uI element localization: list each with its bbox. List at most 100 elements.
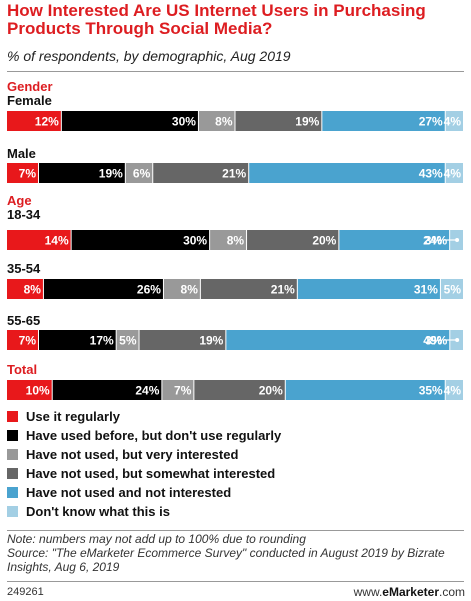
data-label-total-s0: 10%	[26, 384, 50, 398]
data-label-male-s2: 6%	[133, 167, 151, 181]
legend-item: Don't know what this is	[7, 502, 281, 521]
legend-item: Have used before, but don't use regularl…	[7, 426, 281, 445]
row-label-18-34: 18-34	[7, 207, 41, 222]
data-label-female-s2: 8%	[215, 115, 233, 129]
bottom-divider	[7, 530, 464, 531]
leader-dot-18-34-s5	[455, 238, 460, 242]
data-label-18-34-s1: 30%	[183, 234, 207, 248]
row-label-male: Male	[7, 146, 36, 161]
data-label-35-54-s0: 8%	[24, 283, 42, 297]
bar-male-s3	[153, 163, 249, 183]
bar-total-s3	[194, 380, 285, 400]
data-label-total-s1: 24%	[135, 384, 159, 398]
data-label-total-s5: 4%	[444, 384, 462, 398]
data-label-35-54-s5: 5%	[444, 283, 462, 297]
chart-notes: Note: numbers may not add up to 100% due…	[7, 532, 467, 574]
bar-total-s2	[162, 380, 194, 400]
bar-35-54-s0	[7, 279, 43, 299]
chart-subtitle: % of respondents, by demographic, Aug 20…	[7, 48, 291, 64]
group-label-total: Total	[7, 362, 37, 377]
row-label-female: Female	[7, 93, 52, 108]
bar-55-65-s1	[38, 330, 116, 350]
data-label-18-34-s0: 14%	[45, 234, 69, 248]
bar-55-65-s4	[226, 330, 450, 350]
data-label-female-s0: 12%	[35, 115, 59, 129]
legend-label: Don't know what this is	[26, 504, 170, 519]
footer-divider	[7, 581, 464, 582]
top-divider	[7, 71, 464, 72]
data-label-55-65-s1: 17%	[90, 334, 114, 348]
bar-35-54-s5	[440, 279, 463, 299]
data-label-18-34-s4: 24%	[423, 234, 447, 248]
row-label-35-54: 35-54	[7, 261, 41, 276]
legend-swatch	[7, 468, 18, 479]
legend-item: Have not used, but somewhat interested	[7, 464, 281, 483]
data-label-male-s4: 43%	[419, 167, 443, 181]
legend-label: Have not used, but very interested	[26, 447, 239, 462]
bar-18-34-s4	[339, 230, 450, 250]
data-label-35-54-s4: 31%	[414, 283, 438, 297]
data-label-total-s2: 7%	[174, 384, 192, 398]
data-label-18-34-s5: 3%	[425, 234, 443, 248]
bar-55-65-s0	[7, 330, 38, 350]
bar-55-65-s3	[139, 330, 226, 350]
legend-swatch	[7, 506, 18, 517]
brand-suffix: .com	[438, 585, 465, 599]
data-label-35-54-s1: 26%	[137, 283, 161, 297]
bar-male-s5	[445, 163, 463, 183]
bar-35-54-s4	[297, 279, 440, 299]
bar-18-34-s2	[210, 230, 247, 250]
data-label-male-s5: 4%	[444, 167, 462, 181]
bar-male-s2	[125, 163, 153, 183]
legend-swatch	[7, 449, 18, 460]
bar-35-54-s2	[163, 279, 200, 299]
bar-male-s4	[249, 163, 445, 183]
stacked-bar-chart: Gender Age Total Female 12% 30% 8% 19% 27% 4% Male…	[7, 79, 463, 400]
legend-label: Have not used and not interested	[26, 485, 232, 500]
bar-female-s4	[322, 111, 445, 131]
data-label-55-65-s2: 5%	[119, 334, 137, 348]
bar-total-s5	[445, 380, 463, 400]
bar-35-54-s1	[43, 279, 163, 299]
bar-55-65-s2	[116, 330, 139, 350]
data-label-male-s1: 19%	[99, 167, 123, 181]
bar-female-s0	[7, 111, 61, 131]
brand-name: eMarketer	[382, 585, 439, 599]
note-text: Note: numbers may not add up to 100% due…	[7, 532, 306, 546]
legend-label: Have used before, but don't use regularl…	[26, 428, 282, 443]
bar-total-s4	[285, 380, 445, 400]
data-label-male-s0: 7%	[19, 167, 37, 181]
bar-female-s2	[198, 111, 235, 131]
data-label-35-54-s2: 8%	[181, 283, 199, 297]
source-text: Source: "The eMarketer Ecommerce Survey"…	[7, 546, 445, 574]
bar-18-34-s3	[247, 230, 339, 250]
bar-18-34-s0	[7, 230, 71, 250]
group-label-gender: Gender	[7, 79, 53, 94]
data-label-total-s3: 20%	[259, 384, 283, 398]
legend-swatch	[7, 487, 18, 498]
data-label-55-65-s4: 49%	[423, 334, 447, 348]
legend-item: Have not used, but very interested	[7, 445, 281, 464]
legend-label: Use it regularly	[26, 409, 120, 424]
legend-item: Use it regularly	[7, 407, 281, 426]
legend-swatch	[7, 430, 18, 441]
data-label-female-s4: 27%	[419, 115, 443, 129]
bar-total-s1	[52, 380, 162, 400]
bar-35-54-s3	[200, 279, 297, 299]
brand-prefix: www.	[353, 585, 383, 599]
data-label-55-65-s5: 3%	[425, 334, 443, 348]
data-label-35-54-s3: 21%	[271, 283, 295, 297]
data-label-55-65-s0: 7%	[19, 334, 37, 348]
bar-18-34-s1	[71, 230, 210, 250]
bar-female-s5	[445, 111, 463, 131]
legend-label: Have not used, but somewhat interested	[26, 466, 276, 481]
chart-title: How Interested Are US Internet Users in …	[7, 1, 426, 38]
bar-male-s1	[38, 163, 125, 183]
bar-male-s0	[7, 163, 38, 183]
group-label-age: Age	[7, 193, 32, 208]
data-label-female-s1: 30%	[172, 115, 196, 129]
legend-swatch	[7, 411, 18, 422]
bar-female-s3	[235, 111, 322, 131]
data-label-total-s4: 35%	[419, 384, 443, 398]
brand-link[interactable]: www.eMarketer.com	[354, 585, 465, 599]
